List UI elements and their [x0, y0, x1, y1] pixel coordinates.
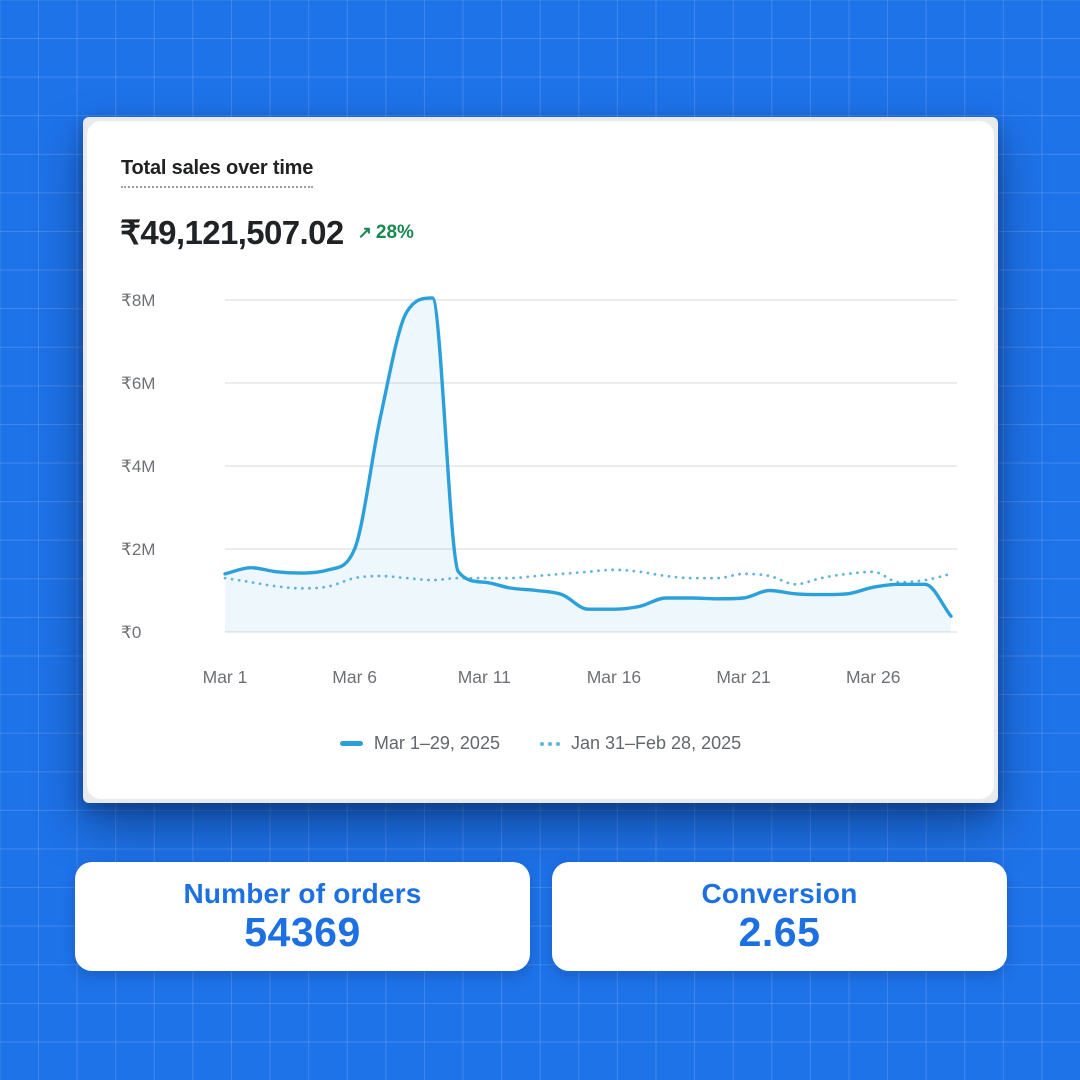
y-axis-label: ₹6M: [121, 374, 155, 393]
orders-stat-label: Number of orders: [183, 877, 422, 909]
total-sales-card: Total sales over time ₹49,121,507.02 ↗ 2…: [87, 121, 994, 799]
conversion-stat-card: Conversion 2.65: [552, 862, 1007, 971]
current-period-area: [225, 297, 951, 632]
chart-legend: Mar 1–29, 2025 Jan 31–Feb 28, 2025: [87, 733, 994, 754]
legend-label-current-period: Mar 1–29, 2025: [373, 733, 500, 753]
x-axis-label: Mar 6: [332, 667, 377, 687]
legend-label-previous-period: Jan 31–Feb 28, 2025: [570, 733, 742, 753]
sales-line-chart: ₹8M ₹6M ₹4M ₹2M ₹0 Mar 1 Mar 6 Mar 11 Mar 16 Mar …: [87, 121, 994, 799]
legend-item-current-period: Mar 1–29, 2025: [339, 733, 500, 754]
orders-stat-card: Number of orders 54369: [75, 862, 530, 971]
chart-title: Total sales over time: [121, 157, 313, 188]
conversion-stat-value: 2.65: [738, 909, 821, 956]
x-axis-label: Mar 21: [716, 667, 770, 687]
sales-change-badge: ↗ 28%: [358, 223, 414, 242]
total-sales-amount: ₹49,121,507.02: [120, 214, 344, 251]
orders-stat-value: 54369: [244, 909, 361, 956]
trend-up-arrow-icon: ↗: [357, 223, 372, 242]
previous-period-line: [223, 568, 953, 590]
sales-summary-row: ₹49,121,507.02 ↗ 28%: [120, 213, 414, 252]
x-axis-label: Mar 1: [203, 667, 248, 687]
current-period-line: [223, 296, 953, 618]
legend-item-previous-period: Jan 31–Feb 28, 2025: [539, 733, 742, 754]
sales-change-percent: 28%: [375, 222, 414, 243]
y-axis-label: ₹8M: [121, 291, 155, 310]
y-axis-label: ₹2M: [121, 540, 155, 559]
x-axis-label: Mar 16: [587, 667, 641, 687]
dotted-line-swatch-icon: [539, 741, 560, 746]
y-axis-label: ₹4M: [121, 457, 155, 476]
x-axis-label: Mar 11: [458, 667, 511, 687]
solid-line-swatch-icon: [339, 741, 363, 746]
conversion-stat-label: Conversion: [701, 877, 858, 909]
y-axis-label: ₹0: [121, 623, 141, 642]
sales-report-screenshot: Total sales over time ₹49,121,507.02 ↗ 2…: [83, 117, 998, 803]
x-axis-label: Mar 26: [846, 667, 900, 687]
